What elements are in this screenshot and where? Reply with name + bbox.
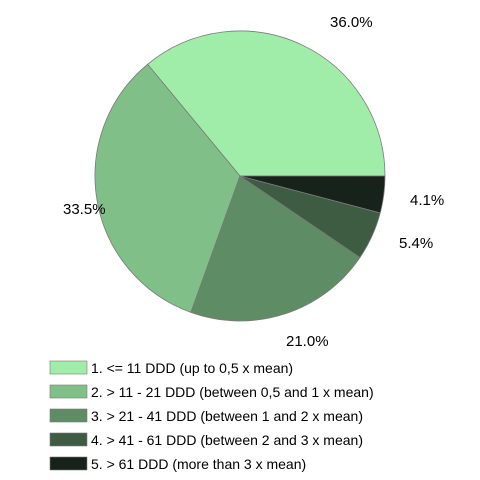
legend-item-2: 2. > 11 - 21 DDD (between 0,5 and 1 x me… — [49, 384, 374, 400]
legend-swatch-5 — [49, 456, 88, 471]
legend-swatch-2 — [49, 384, 88, 399]
legend-swatch-1 — [49, 360, 88, 375]
slice-label-5: 4.1% — [410, 192, 444, 209]
legend: 1. <= 11 DDD (up to 0,5 x mean) 2. > 11 -… — [49, 360, 374, 472]
pie-slice-1 — [147, 30, 386, 177]
legend-label-1: 1. <= 11 DDD (up to 0,5 x mean) — [91, 360, 293, 376]
legend-item-1: 1. <= 11 DDD (up to 0,5 x mean) — [49, 360, 293, 376]
slice-label-3: 21.0% — [286, 333, 329, 350]
legend-label-5: 5. > 61 DDD (more than 3 x mean) — [91, 456, 306, 472]
slice-labels-layer: 36.0% 33.5% 21.0% 5.4% 4.1% — [63, 14, 444, 350]
pie-slice-5 — [239, 175, 386, 214]
legend-label-4: 4. > 41 - 61 DDD (between 2 and 3 x mean… — [91, 432, 363, 448]
legend-item-3: 3. > 21 - 41 DDD (between 1 and 2 x mean… — [49, 408, 363, 424]
slice-label-4: 5.4% — [399, 235, 433, 252]
legend-label-3: 3. > 21 - 41 DDD (between 1 and 2 x mean… — [91, 408, 363, 424]
pie-slice-3 — [190, 175, 361, 322]
legend-label-2: 2. > 11 - 21 DDD (between 0,5 and 1 x me… — [91, 384, 374, 400]
slices-layer — [94, 30, 386, 322]
legend-swatch-4 — [49, 432, 88, 447]
legend-item-4: 4. > 41 - 61 DDD (between 2 and 3 x mean… — [49, 432, 363, 448]
slice-label-2: 33.5% — [63, 201, 106, 218]
slice-label-1: 36.0% — [330, 14, 373, 31]
legend-item-5: 5. > 61 DDD (more than 3 x mean) — [49, 456, 306, 472]
legend-swatch-3 — [49, 408, 88, 423]
pie-slice-2 — [94, 63, 241, 313]
